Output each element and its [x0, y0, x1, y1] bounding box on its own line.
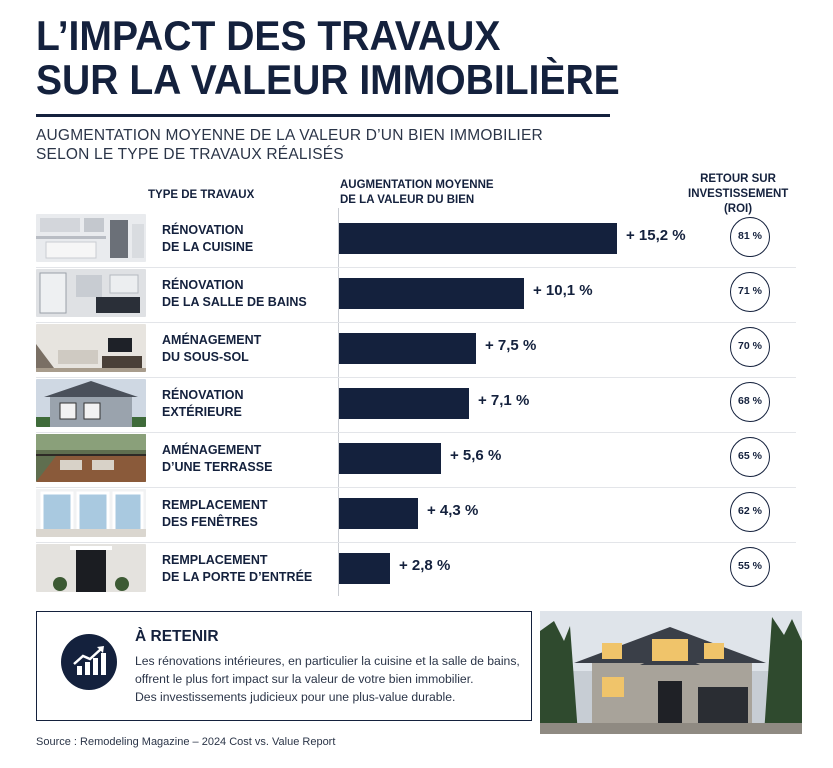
bar — [339, 223, 617, 254]
takeaway-box: À RETENIR Les rénovations intérieures, e… — [36, 611, 532, 721]
row-label: REMPLACEMENT DE LA PORTE D’ENTRÉE — [162, 553, 313, 584]
bar — [339, 553, 390, 584]
row-label: AMÉNAGEMENT D’UNE TERRASSE — [162, 443, 273, 474]
roi-badge: 70 % — [730, 327, 770, 367]
row-divider — [36, 322, 796, 323]
bar — [339, 333, 476, 364]
row-label: REMPLACEMENT DES FENÊTRES — [162, 498, 268, 529]
row-label: AMÉNAGEMENT DU SOUS-SOL — [162, 333, 262, 364]
title-line-1: L’IMPACT DES TRAVAUX — [36, 12, 501, 59]
chart-row: AMÉNAGEMENT DU SOUS-SOL + 7,5 % 70 % — [36, 324, 796, 378]
row-divider — [36, 377, 796, 378]
bar-value-label: + 7,5 % — [485, 337, 537, 354]
column-header-increase-line-1: AUGMENTATION MOYENNE — [340, 179, 494, 191]
bar-value-label: + 2,8 % — [399, 557, 451, 574]
column-header-increase: AUGMENTATION MOYENNE DE LA VALEUR DU BIE… — [340, 178, 494, 208]
chart-row: RÉNOVATION DE LA CUISINE + 15,2 % 81 % — [36, 214, 796, 268]
house-photo — [540, 611, 802, 734]
subtitle: AUGMENTATION MOYENNE DE LA VALEUR D’UN B… — [36, 126, 543, 164]
roi-badge: 68 % — [730, 382, 770, 422]
column-header-increase-line-2: DE LA VALEUR DU BIEN — [340, 194, 475, 206]
row-divider — [36, 487, 796, 488]
bar — [339, 498, 418, 529]
chart-row: REMPLACEMENT DES FENÊTRES + 4,3 % 62 % — [36, 489, 796, 543]
row-label: RÉNOVATION DE LA SALLE DE BAINS — [162, 278, 307, 309]
takeaway-text: Les rénovations intérieures, en particul… — [135, 654, 520, 704]
bar-value-label: + 5,6 % — [450, 447, 502, 464]
front-door-photo — [36, 544, 146, 592]
roi-badge: 55 % — [730, 547, 770, 587]
column-header-roi-line-2: INVESTISSEMENT (ROI) — [688, 188, 789, 215]
roi-badge: 65 % — [730, 437, 770, 477]
bar — [339, 278, 524, 309]
title-line-2: SUR LA VALEUR IMMOBILIÈRE — [36, 56, 620, 103]
chart-row: RÉNOVATION EXTÉRIEURE + 7,1 % 68 % — [36, 379, 796, 433]
bar-value-label: + 4,3 % — [427, 502, 479, 519]
column-header-roi: RETOUR SUR INVESTISSEMENT (ROI) — [688, 172, 788, 217]
bar-axis-line — [338, 208, 339, 596]
subtitle-line-2: SELON LE TYPE DE TRAVAUX RÉALISÉS — [36, 146, 344, 163]
row-label: RÉNOVATION DE LA CUISINE — [162, 223, 254, 254]
chart-growth-icon — [61, 634, 117, 690]
title-underline — [36, 114, 610, 117]
terrace-photo — [36, 434, 146, 482]
chart-row: REMPLACEMENT DE LA PORTE D’ENTRÉE + 2,8 %… — [36, 544, 796, 596]
roi-badge: 71 % — [730, 272, 770, 312]
bar-value-label: + 15,2 % — [626, 227, 686, 244]
bar — [339, 388, 469, 419]
basement-photo — [36, 324, 146, 372]
chart-row: AMÉNAGEMENT D’UNE TERRASSE + 5,6 % 65 % — [36, 434, 796, 488]
row-divider — [36, 267, 796, 268]
row-label: RÉNOVATION EXTÉRIEURE — [162, 388, 244, 419]
bar-value-label: + 7,1 % — [478, 392, 530, 409]
roi-badge: 62 % — [730, 492, 770, 532]
chart-row: RÉNOVATION DE LA SALLE DE BAINS + 10,1 % … — [36, 269, 796, 323]
column-header-type: TYPE DE TRAVAUX — [148, 189, 255, 201]
row-divider — [36, 432, 796, 433]
exterior-photo — [36, 379, 146, 427]
roi-badge: 81 % — [730, 217, 770, 257]
subtitle-line-1: AUGMENTATION MOYENNE DE LA VALEUR D’UN B… — [36, 127, 543, 144]
windows-photo — [36, 489, 146, 537]
column-header-roi-line-1: RETOUR SUR — [700, 173, 776, 185]
bathroom-photo — [36, 269, 146, 317]
takeaway-title: À RETENIR — [135, 628, 219, 645]
bar-value-label: + 10,1 % — [533, 282, 593, 299]
kitchen-photo — [36, 214, 146, 262]
source-note: Source : Remodeling Magazine – 2024 Cost… — [36, 736, 336, 748]
page-title: L’IMPACT DES TRAVAUX SUR LA VALEUR IMMOB… — [36, 14, 620, 102]
row-divider — [36, 542, 796, 543]
bar — [339, 443, 441, 474]
